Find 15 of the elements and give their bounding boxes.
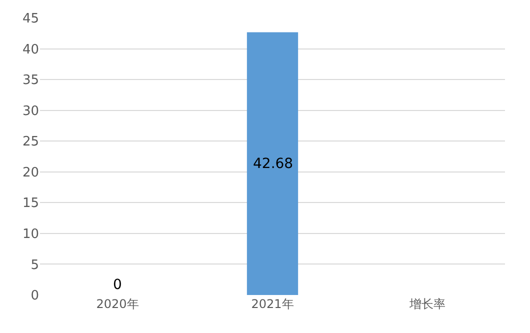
y-tick-label: 30: [22, 104, 39, 119]
y-tick-label: 0: [30, 288, 39, 304]
y-tick-label: 20: [22, 165, 39, 180]
y-tick-label: 10: [22, 226, 39, 242]
x-tick-label: 2020年: [96, 297, 139, 311]
y-tick-label: 15: [22, 196, 39, 212]
x-tick-label: 2021年: [251, 297, 294, 311]
y-tick-label: 35: [22, 73, 39, 88]
data-label: 0: [113, 277, 122, 293]
y-tick-label: 45: [22, 12, 39, 27]
x-tick-label: 增长率: [408, 297, 446, 311]
data-label: 42.68: [253, 156, 294, 172]
y-tick-label: 40: [22, 42, 39, 58]
y-tick-label: 5: [30, 258, 39, 273]
y-tick-label: 25: [22, 134, 39, 150]
